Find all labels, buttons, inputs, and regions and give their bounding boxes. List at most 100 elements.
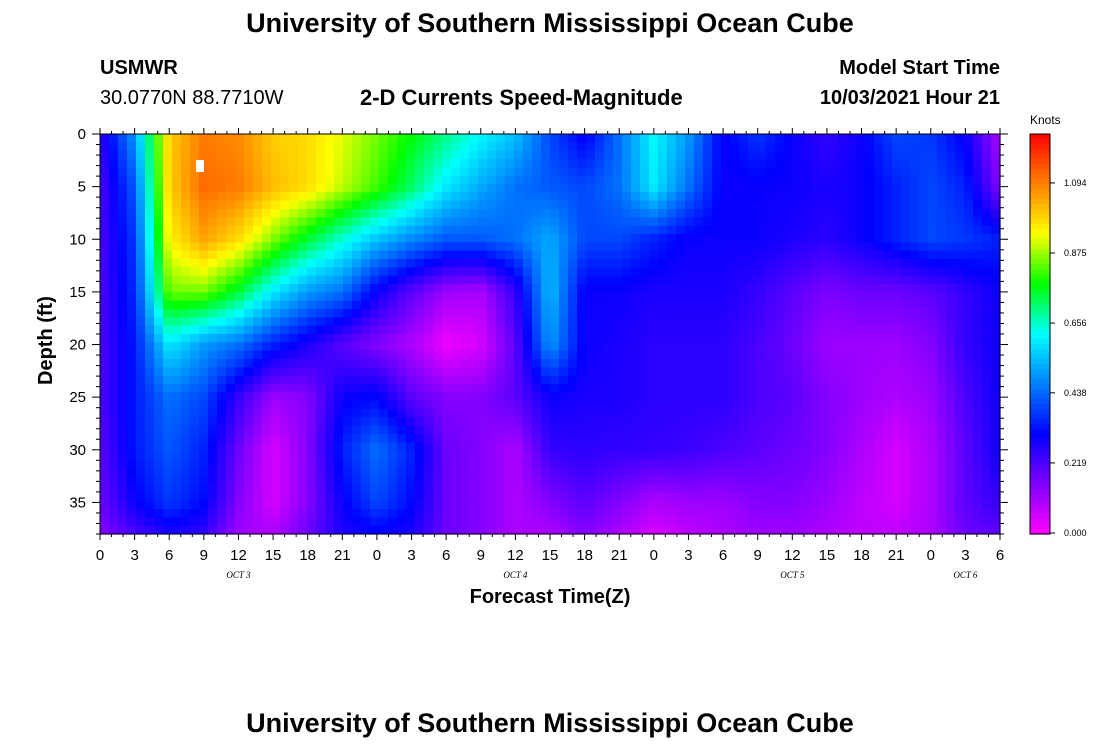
heatmap-cell — [469, 459, 479, 468]
heatmap-cell — [442, 142, 452, 152]
heatmap-cell — [946, 267, 956, 277]
heatmap-cell — [397, 292, 407, 302]
heatmap-cell — [748, 209, 758, 218]
heatmap-cell — [217, 434, 227, 443]
heatmap-cell — [694, 250, 704, 260]
heatmap-cell — [469, 467, 479, 477]
heatmap-cell — [415, 225, 425, 235]
heatmap-cell — [460, 509, 470, 518]
x-tick-label: 15 — [819, 547, 836, 564]
heatmap-cell — [748, 134, 758, 143]
heatmap-cell — [865, 409, 875, 418]
heatmap-cell — [289, 234, 299, 243]
heatmap-cell — [829, 342, 839, 352]
heatmap-cell — [541, 242, 551, 252]
heatmap-cell — [514, 417, 524, 427]
heatmap-cell — [919, 325, 929, 335]
heatmap-cell — [595, 134, 605, 143]
heatmap-cell — [415, 450, 425, 460]
heatmap-cell — [577, 225, 587, 235]
heatmap-cell — [676, 284, 686, 293]
heatmap-cell — [523, 392, 533, 402]
heatmap-cell — [316, 250, 326, 260]
heatmap-cell — [820, 484, 830, 493]
heatmap-cell — [370, 392, 380, 402]
heatmap-cell — [685, 192, 695, 202]
heatmap-cell — [874, 317, 884, 327]
heatmap-cell — [631, 425, 641, 435]
heatmap-cell — [640, 325, 650, 335]
heatmap-cell — [640, 484, 650, 493]
heatmap-cell — [775, 434, 785, 443]
heatmap-cell — [847, 325, 857, 335]
heatmap-cell — [307, 325, 317, 335]
heatmap-cell — [352, 234, 362, 243]
heatmap-cell — [145, 409, 155, 418]
heatmap-cell — [595, 417, 605, 427]
heatmap-cell — [307, 467, 317, 477]
heatmap-cell — [820, 350, 830, 360]
heatmap-cell — [307, 200, 317, 210]
x-tick-label: 15 — [542, 547, 559, 564]
heatmap-cell — [415, 200, 425, 210]
heatmap-cell — [100, 159, 110, 168]
heatmap-cell — [595, 359, 605, 368]
heatmap-cell — [163, 384, 173, 393]
heatmap-cell — [766, 425, 776, 435]
heatmap-cell — [541, 259, 551, 268]
heatmap-cell — [289, 450, 299, 460]
heatmap-cell — [892, 450, 902, 460]
heatmap-cell — [271, 525, 281, 535]
heatmap-cell — [496, 434, 506, 443]
heatmap-cell — [415, 442, 425, 452]
heatmap-cell — [955, 434, 965, 443]
heatmap-cell — [406, 409, 416, 418]
heatmap-cell — [775, 367, 785, 377]
heatmap-cell — [172, 192, 182, 202]
heatmap-cell — [433, 167, 443, 177]
heatmap-cell — [847, 175, 857, 185]
heatmap-cell — [955, 500, 965, 510]
heatmap-cell — [631, 300, 641, 310]
heatmap-cell — [487, 509, 497, 518]
heatmap-cell — [784, 359, 794, 368]
heatmap-cell — [460, 242, 470, 252]
heatmap-cell — [514, 425, 524, 435]
heatmap-cell — [856, 234, 866, 243]
heatmap-cell — [748, 350, 758, 360]
heatmap-cell — [424, 425, 434, 435]
heatmap-cell — [748, 200, 758, 210]
heatmap-cell — [523, 350, 533, 360]
heatmap-cell — [874, 400, 884, 410]
heatmap-cell — [478, 167, 488, 177]
heatmap-cell — [982, 300, 992, 310]
heatmap-cell — [325, 400, 335, 410]
heatmap-cell — [631, 184, 641, 193]
heatmap-cell — [136, 350, 146, 360]
heatmap-cell — [820, 525, 830, 535]
heatmap-cell — [856, 242, 866, 252]
heatmap-cell — [730, 350, 740, 360]
heatmap-cell — [703, 134, 713, 143]
heatmap-cell — [334, 192, 344, 202]
heatmap-cell — [730, 292, 740, 302]
heatmap-cell — [514, 492, 524, 502]
heatmap-cell — [388, 300, 398, 310]
heatmap-cell — [505, 150, 515, 160]
heatmap-cell — [181, 492, 191, 502]
heatmap-cell — [973, 175, 983, 185]
heatmap-cell — [694, 309, 704, 318]
heatmap-cell — [451, 250, 461, 260]
heatmap-cell — [613, 159, 623, 168]
heatmap-cell — [640, 150, 650, 160]
heatmap-cell — [325, 317, 335, 327]
heatmap-cell — [892, 417, 902, 427]
heatmap-cell — [325, 509, 335, 518]
heatmap-cell — [514, 359, 524, 368]
heatmap-cell — [199, 459, 209, 468]
heatmap-cell — [874, 142, 884, 152]
heatmap-cell — [334, 409, 344, 418]
heatmap-cell — [586, 384, 596, 393]
heatmap-cell — [154, 192, 164, 202]
heatmap-cell — [631, 525, 641, 535]
